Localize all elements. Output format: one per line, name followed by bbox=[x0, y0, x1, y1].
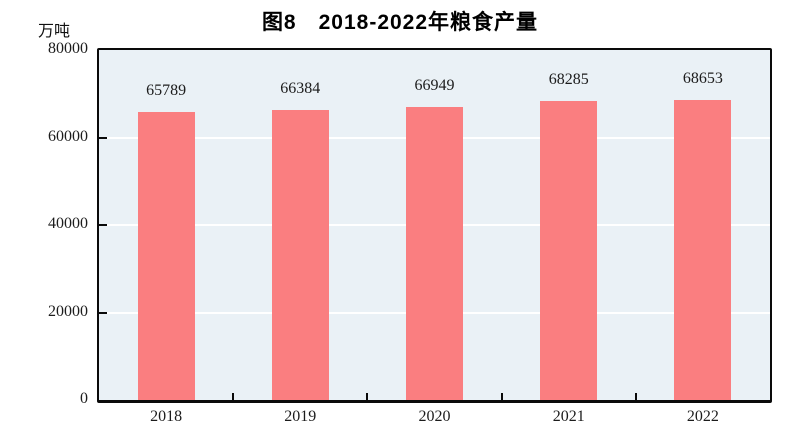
y-axis-unit-label: 万吨 bbox=[38, 23, 71, 40]
x-axis-label-2022: 2022 bbox=[686, 408, 719, 425]
x-axis-label-2019: 2019 bbox=[284, 408, 317, 425]
bar-value-label-2021: 68285 bbox=[548, 71, 589, 89]
bar-2018 bbox=[137, 112, 195, 400]
y-axis-label-20000: 20000 bbox=[48, 302, 88, 320]
x-axis-tick-2 bbox=[366, 393, 369, 400]
bar-2019 bbox=[271, 109, 329, 400]
y-axis-label-80000: 80000 bbox=[48, 40, 88, 57]
x-axis-tick-3 bbox=[500, 393, 503, 400]
bar-value-label-2019: 66384 bbox=[280, 79, 321, 97]
x-axis-label-2018: 2018 bbox=[150, 408, 183, 425]
y-axis-label-40000: 40000 bbox=[48, 215, 88, 232]
bar-value-label-2018: 65789 bbox=[146, 82, 187, 100]
y-axis-tick-40000 bbox=[99, 224, 107, 226]
bar-2022 bbox=[674, 99, 732, 400]
y-axis-tick-20000 bbox=[99, 311, 107, 314]
bar-value-label-2020: 66949 bbox=[414, 77, 455, 95]
chart-title: 图8 2018-2022年粮食产量 bbox=[261, 11, 539, 34]
plot-area: 65789 66384 66949 68285 68653 bbox=[97, 48, 772, 403]
x-axis-tick-4 bbox=[634, 393, 637, 400]
plot-inner: 65789 66384 66949 68285 68653 bbox=[99, 50, 770, 400]
x-axis-tick-1 bbox=[232, 393, 235, 400]
y-axis-tick-60000 bbox=[99, 136, 107, 139]
bar-2021 bbox=[540, 101, 598, 400]
bar-2020 bbox=[406, 107, 463, 400]
x-axis-label-2021: 2021 bbox=[552, 408, 585, 425]
x-axis-label-2020: 2020 bbox=[418, 408, 451, 425]
y-axis-label-60000: 60000 bbox=[48, 127, 88, 145]
bar-value-label-2022: 68653 bbox=[682, 69, 723, 87]
y-axis-label-0: 0 bbox=[80, 390, 88, 407]
